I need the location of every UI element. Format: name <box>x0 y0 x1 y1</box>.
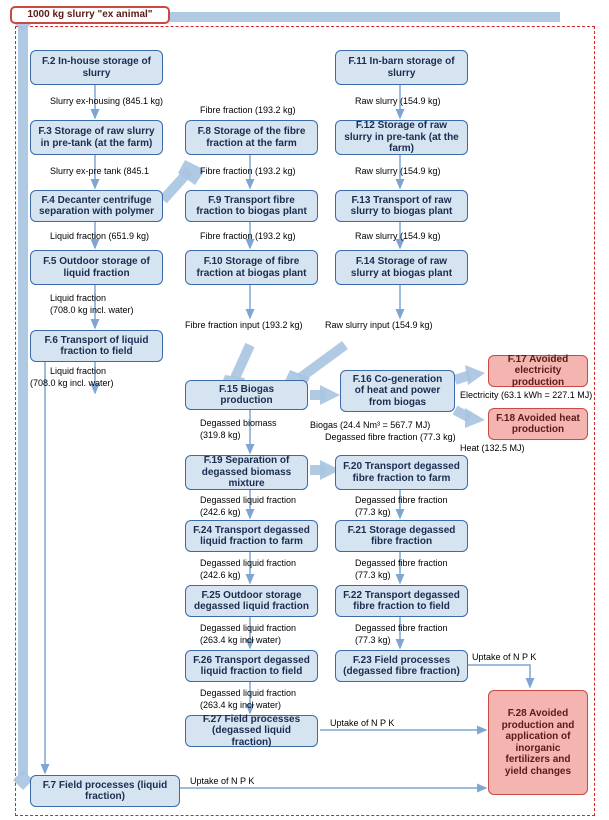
label-l20: Degassed liquid fraction <box>200 623 296 633</box>
label-l16: Electricity (63.1 kWh = 227.1 MJ) <box>460 390 592 400</box>
node-f20: F.20 Transport degassed fibre fraction t… <box>335 455 468 490</box>
label-l23b: (77.3 kg) <box>355 507 391 517</box>
label-l25: Degassed fibre fraction <box>355 623 448 633</box>
label-l8: Fibre fraction (193.2 kg) <box>200 231 296 241</box>
label-l17: Heat (132.5 MJ) <box>460 443 525 453</box>
node-f3: F.3 Storage of raw slurry in pre-tank (a… <box>30 120 163 155</box>
label-l12: Raw slurry (154.9 kg) <box>355 231 441 241</box>
label-l23: Degassed fibre fraction <box>355 495 448 505</box>
label-l7: Fibre fraction (193.2 kg) <box>200 166 296 176</box>
node-f23: F.23 Field processes (degassed fibre fra… <box>335 650 468 682</box>
label-l9: Fibre fraction input (193.2 kg) <box>185 320 303 330</box>
label-l25b: (77.3 kg) <box>355 635 391 645</box>
label-l21: Degassed liquid fraction <box>200 688 296 698</box>
label-l24b: (77.3 kg) <box>355 570 391 580</box>
label-l10: Raw slurry (154.9 kg) <box>355 96 441 106</box>
label-l3: Liquid fraction (651.9 kg) <box>50 231 149 241</box>
node-f26: F.26 Transport degassed liquid fraction … <box>185 650 318 682</box>
label-l18: Degassed liquid fraction <box>200 495 296 505</box>
node-f22: F.22 Transport degassed fibre fraction t… <box>335 585 468 617</box>
node-f28: F.28 Avoided production and application … <box>488 690 588 795</box>
label-l21b: (263.4 kg incl water) <box>200 700 281 710</box>
node-f18: F.18 Avoided heat production <box>488 408 588 440</box>
label-l22: Degassed fibre fraction (77.3 kg) <box>325 432 456 442</box>
label-l15: Biogas (24.4 Nm³ = 567.7 MJ) <box>310 420 430 430</box>
node-f9: F.9 Transport fibre fraction to biogas p… <box>185 190 318 222</box>
node-f13: F.13 Transport of raw slurry to biogas p… <box>335 190 468 222</box>
node-f4: F.4 Decanter centrifuge separation with … <box>30 190 163 222</box>
node-f14: F.14 Storage of raw slurry at biogas pla… <box>335 250 468 285</box>
node-f7: F.7 Field processes (liquid fraction) <box>30 775 180 807</box>
node-f2: F.2 In-house storage of slurry <box>30 50 163 85</box>
diagram-canvas: 1000 kg slurry "ex animal" F.2 In-house … <box>0 0 609 820</box>
label-l20b: (263.4 kg incl water) <box>200 635 281 645</box>
node-f24: F.24 Transport degassed liquid fraction … <box>185 520 318 552</box>
node-f21: F.21 Storage degassed fibre fraction <box>335 520 468 552</box>
node-f5: F.5 Outdoor storage of liquid fraction <box>30 250 163 285</box>
label-l5: Liquid fraction <box>50 366 106 376</box>
label-l1: Slurry ex-housing (845.1 kg) <box>50 96 163 106</box>
label-l2: Slurry ex-pre tank (845.1 <box>50 166 149 176</box>
node-f15: F.15 Biogas production <box>185 380 308 410</box>
label-l13: Raw slurry input (154.9 kg) <box>325 320 433 330</box>
node-f17: F.17 Avoided electricity production <box>488 355 588 387</box>
label-l19: Degassed liquid fraction <box>200 558 296 568</box>
node-f16: F.16 Co-generation of heat and power fro… <box>340 370 455 412</box>
label-l6: Fibre fraction (193.2 kg) <box>200 105 296 115</box>
node-f10: F.10 Storage of fibre fraction at biogas… <box>185 250 318 285</box>
label-l18b: (242.6 kg) <box>200 507 241 517</box>
node-f27: F.27 Field processes (degassed liquid fr… <box>185 715 318 747</box>
label-l5b: (708.0 kg incl. water) <box>30 378 114 388</box>
label-l26: Uptake of N P K <box>472 652 536 662</box>
label-l4: Liquid fraction <box>50 293 106 303</box>
label-l11: Raw slurry (154.9 kg) <box>355 166 441 176</box>
node-f19: F.19 Separation of degassed biomass mixt… <box>185 455 308 490</box>
node-f11: F.11 In-barn storage of slurry <box>335 50 468 85</box>
label-l14: Degassed biomass <box>200 418 277 428</box>
label-l24: Degassed fibre fraction <box>355 558 448 568</box>
node-f8: F.8 Storage of the fibre fraction at the… <box>185 120 318 155</box>
node-f12: F.12 Storage of raw slurry in pre-tank (… <box>335 120 468 155</box>
label-l27: Uptake of N P K <box>330 718 394 728</box>
node-start: 1000 kg slurry "ex animal" <box>10 6 170 24</box>
node-f6: F.6 Transport of liquid fraction to fiel… <box>30 330 163 362</box>
label-l19b: (242.6 kg) <box>200 570 241 580</box>
label-l14b: (319.8 kg) <box>200 430 241 440</box>
node-f25: F.25 Outdoor storage degassed liquid fra… <box>185 585 318 617</box>
label-l28: Uptake of N P K <box>190 776 254 786</box>
label-l4b: (708.0 kg incl. water) <box>50 305 134 315</box>
